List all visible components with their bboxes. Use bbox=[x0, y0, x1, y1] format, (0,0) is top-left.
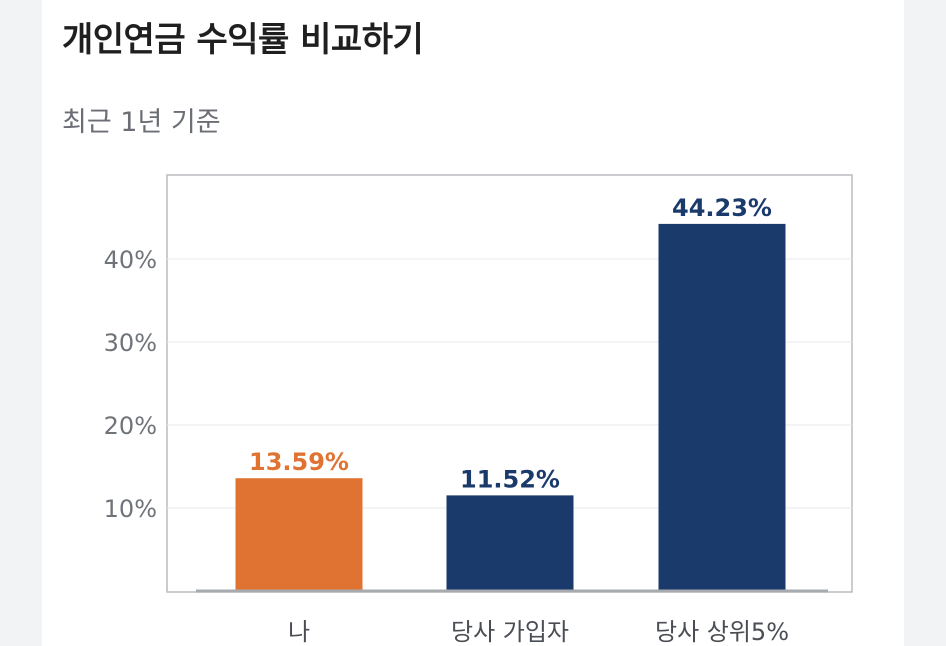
bar-2 bbox=[658, 223, 786, 592]
y-tick-label-40: 40% bbox=[104, 246, 157, 274]
bar-1 bbox=[446, 495, 574, 591]
chart-subtitle: 최근 1년 기준 bbox=[62, 107, 221, 138]
data-label-1: 11.52% bbox=[460, 465, 560, 493]
y-tick-label-10: 10% bbox=[104, 495, 157, 523]
category-label-0: 나 bbox=[288, 618, 310, 646]
y-tick-label-30: 30% bbox=[104, 329, 157, 357]
chart-title: 개인연금 수익률 비교하기 bbox=[62, 20, 424, 60]
category-label-2: 당사 상위5% bbox=[655, 618, 789, 646]
data-label-2: 44.23% bbox=[672, 194, 772, 222]
category-label-1: 당사 가입자 bbox=[451, 618, 569, 646]
y-tick-label-20: 20% bbox=[104, 412, 157, 440]
bar-0 bbox=[235, 478, 363, 591]
data-label-0: 13.59% bbox=[249, 448, 349, 476]
